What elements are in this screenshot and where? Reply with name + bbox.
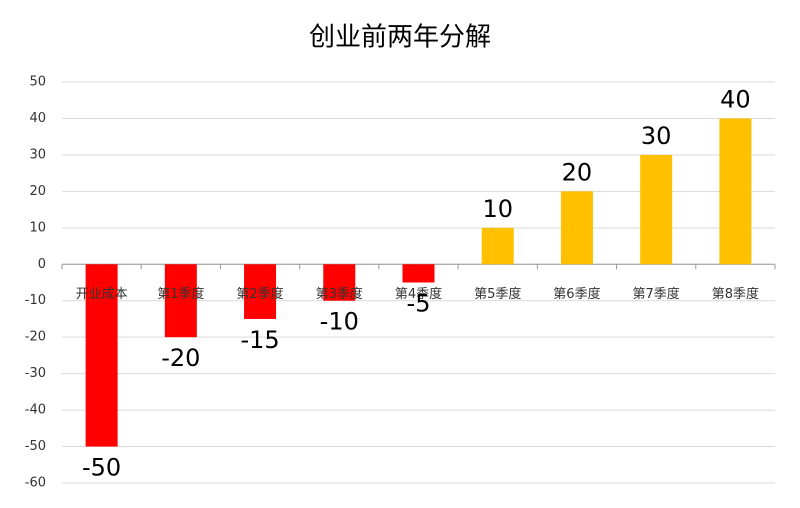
value-label: -50 (82, 454, 121, 482)
y-tick-label: 30 (29, 147, 46, 162)
value-label: -5 (407, 290, 431, 318)
x-tick-label: 第1季度 (157, 286, 204, 302)
y-tick-label: 0 (38, 257, 46, 272)
y-tick-label: -60 (25, 476, 46, 491)
value-label: -15 (240, 326, 279, 354)
value-label: -20 (161, 344, 200, 372)
y-tick-label: -40 (25, 403, 46, 418)
bar (560, 191, 593, 265)
y-tick-label: -20 (25, 330, 46, 345)
y-tick-label: 20 (29, 184, 46, 199)
x-tick-label: 第5季度 (474, 286, 521, 302)
value-label: 40 (720, 85, 751, 113)
value-label: 10 (482, 195, 513, 223)
x-tick-label: 第7季度 (633, 286, 680, 302)
bar (85, 264, 118, 447)
x-tick-label: 第6季度 (553, 286, 600, 302)
bar (481, 227, 514, 265)
x-tick-label: 第2季度 (236, 286, 283, 302)
y-tick-label: -50 (25, 439, 46, 454)
bar (164, 264, 197, 338)
x-tick-label: 开业成本 (76, 287, 128, 302)
bar (402, 264, 435, 283)
y-tick-label: 40 (29, 111, 46, 126)
bar (640, 154, 673, 265)
x-tick-label: 第4季度 (395, 286, 442, 302)
value-label: 20 (562, 158, 593, 186)
y-tick-label: -30 (25, 366, 46, 381)
x-tick-label: 第3季度 (316, 286, 363, 302)
y-tick-label: -10 (25, 293, 46, 308)
x-tick-label: 第8季度 (712, 286, 759, 302)
bar (719, 118, 752, 265)
bar (244, 264, 277, 319)
bar (323, 264, 356, 301)
value-label: -10 (320, 308, 359, 336)
y-tick-label: 50 (29, 75, 46, 90)
y-tick-label: 10 (29, 220, 46, 235)
value-label: 30 (641, 122, 672, 150)
chart-title: 创业前两年分解 (309, 23, 491, 53)
